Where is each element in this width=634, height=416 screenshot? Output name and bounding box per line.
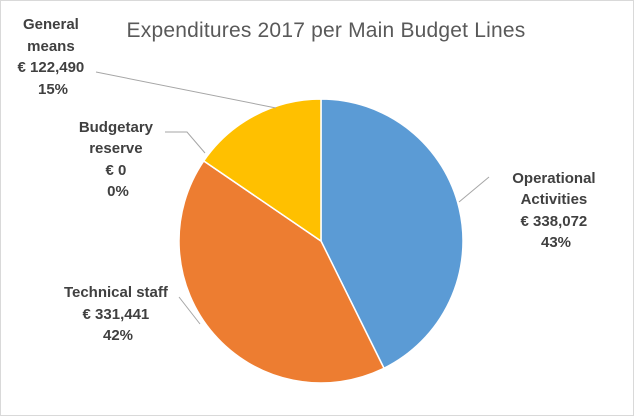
- leader-line-technical-staff: [178, 296, 201, 325]
- pie-slices: [178, 98, 464, 384]
- label-percent: 15%: [38, 81, 68, 98]
- label-technical-staff: Technical staff € 331,441 42%: [64, 284, 172, 344]
- pie-slice-technical-staff: [178, 159, 385, 384]
- label-value: € 331,441: [83, 306, 150, 323]
- label-line: General: [23, 16, 79, 33]
- label-line: reserve: [89, 140, 142, 157]
- chart-title: Expenditures 2017 per Main Budget Lines: [126, 19, 526, 42]
- label-line: Technical staff: [64, 284, 169, 301]
- label-value: € 122,490: [18, 59, 85, 76]
- label-value: € 338,072: [521, 213, 588, 230]
- label-general-means: General means € 122,490 15%: [18, 16, 89, 98]
- label-percent: 0%: [107, 183, 129, 200]
- leader-line-budgetary-reserve: [165, 131, 206, 154]
- label-percent: 42%: [103, 327, 133, 344]
- label-line: Activities: [521, 191, 588, 208]
- pie-slice-general-means: [202, 98, 322, 243]
- label-budgetary-reserve: Budgetary reserve € 0 0%: [79, 119, 157, 200]
- label-value: € 0: [105, 162, 126, 179]
- label-line: Budgetary: [79, 119, 154, 136]
- leader-lines: [95, 71, 490, 325]
- leader-line-operational-activities: [458, 176, 490, 203]
- label-line: means: [27, 38, 75, 55]
- label-line: Operational: [512, 170, 595, 187]
- leader-line-general-means: [95, 71, 277, 109]
- label-operational-activities: Operational Activities € 338,072 43%: [512, 170, 600, 251]
- pie-slice-operational-activities: [320, 98, 464, 370]
- label-percent: 43%: [541, 234, 571, 251]
